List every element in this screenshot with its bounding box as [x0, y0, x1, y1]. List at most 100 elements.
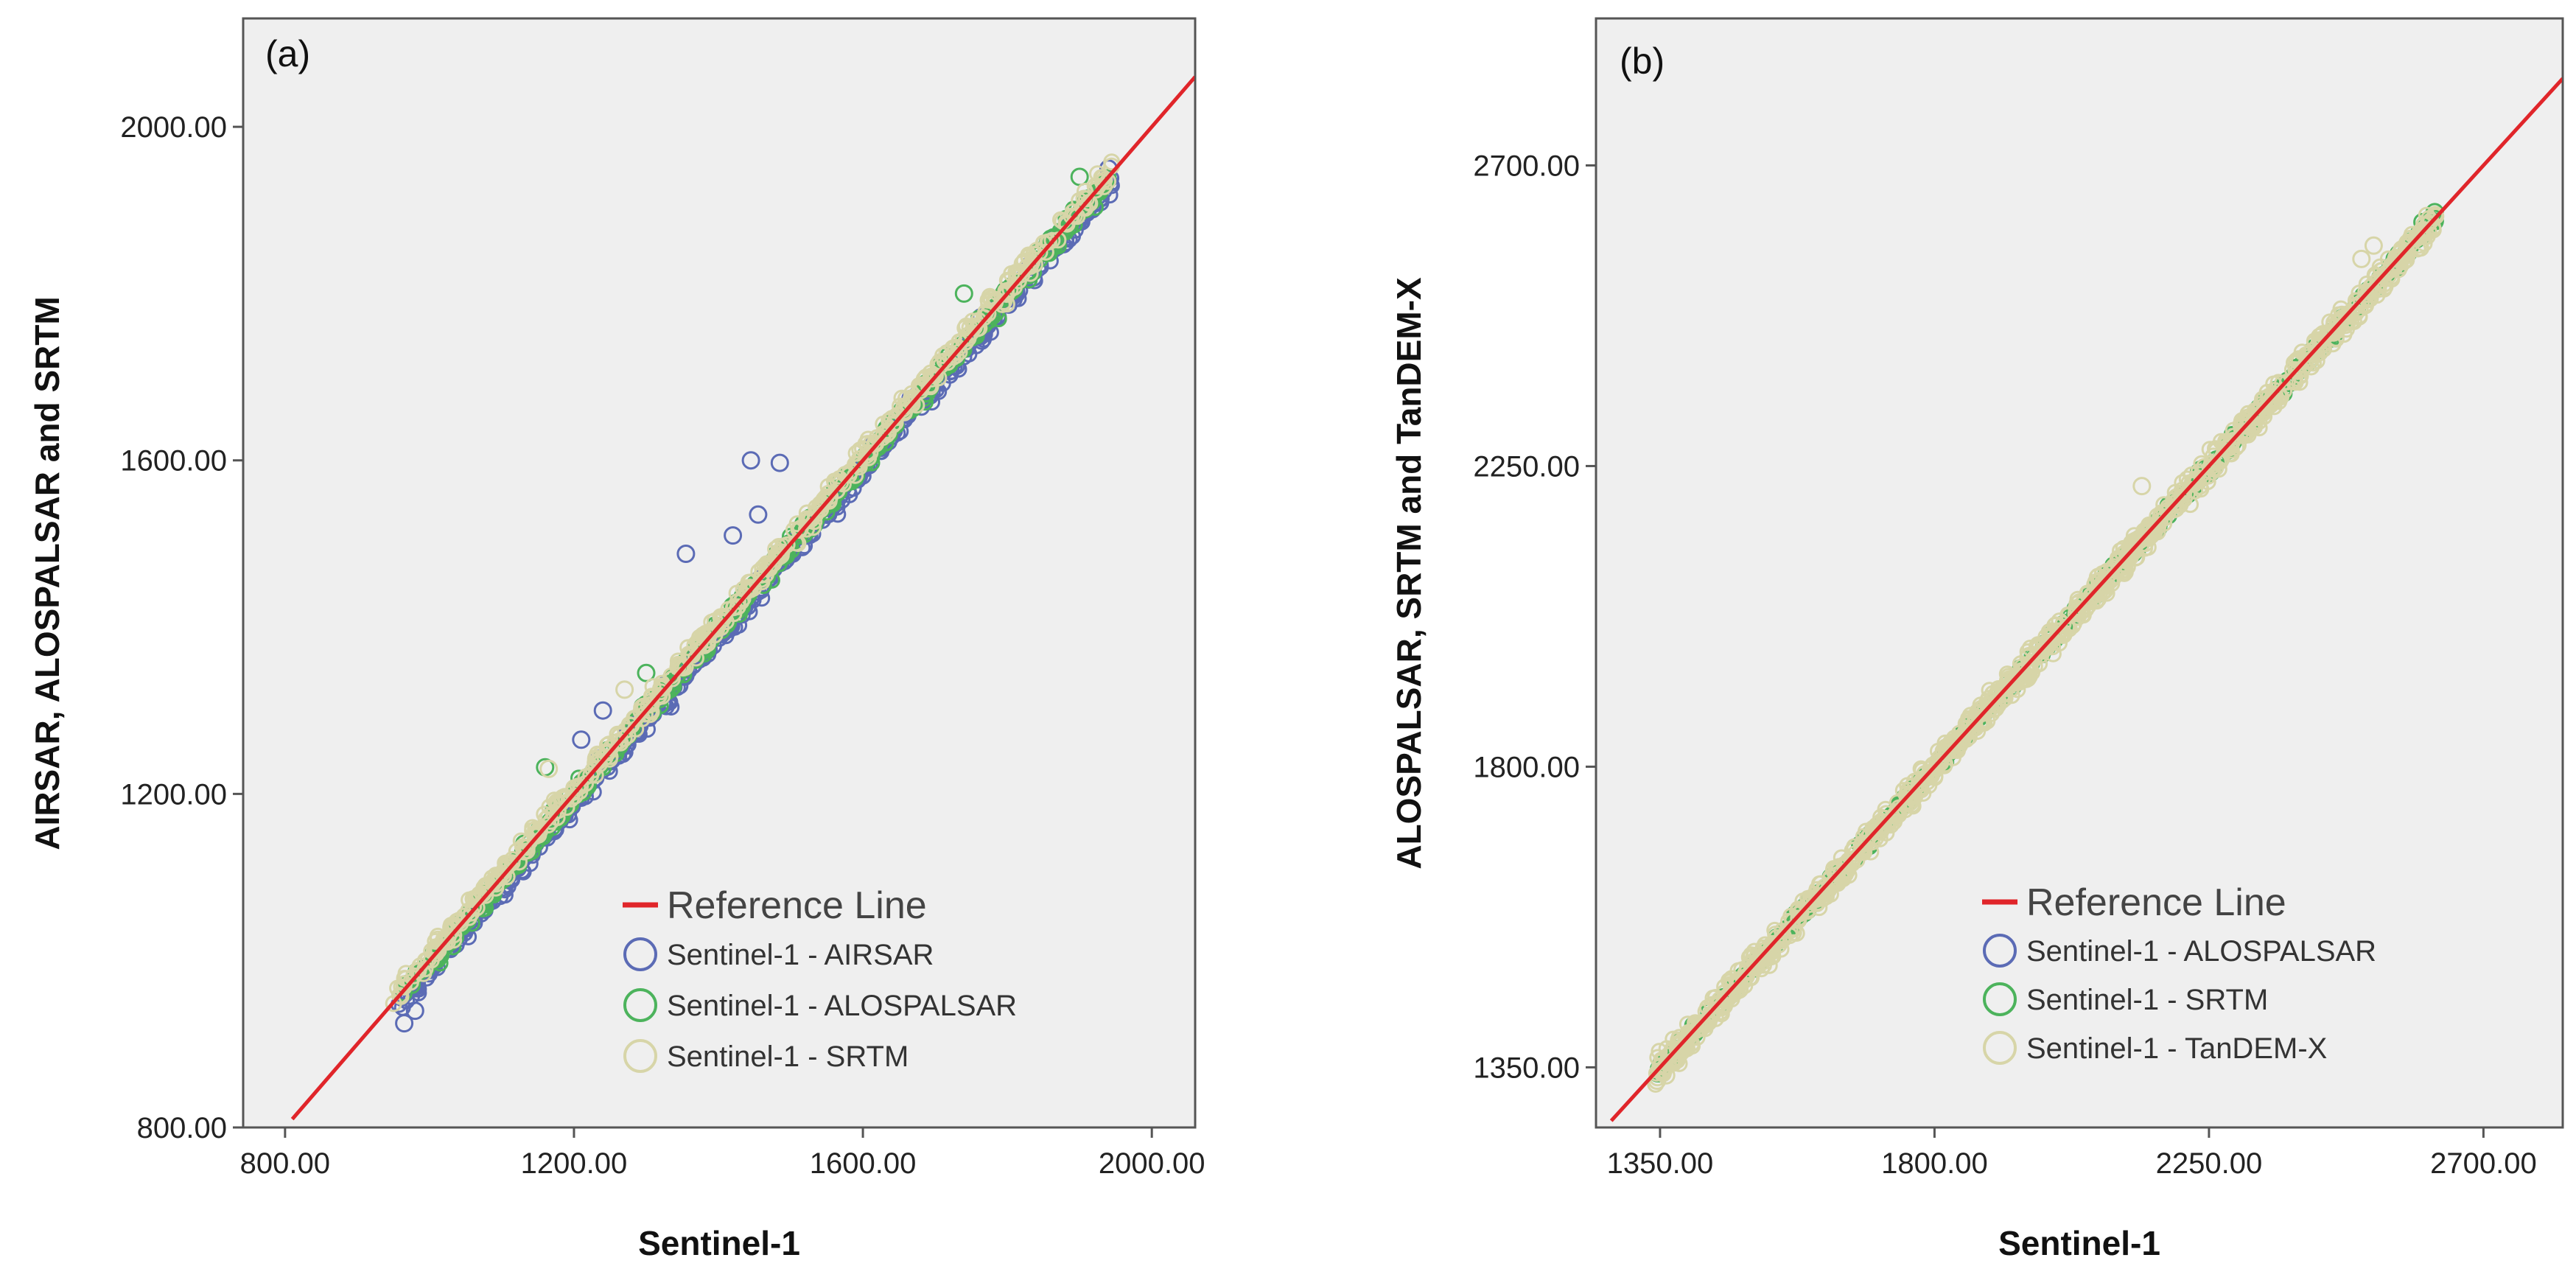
legend-alospalsar-label-b: Sentinel-1 - ALOSPALSAR [2026, 935, 2376, 968]
point-tandemx [1927, 760, 1945, 777]
y-tick-label: 2250.00 [1473, 450, 1580, 483]
point-tandemx [2418, 206, 2435, 224]
point-tandemx [2388, 251, 2406, 268]
point-srtm [392, 987, 410, 1005]
x-tick-label: 1350.00 [1607, 1147, 1714, 1180]
legend-tandemx-label-b: Sentinel-1 - TanDEM-X [2026, 1032, 2327, 1065]
point-tandemx [1719, 989, 1737, 1007]
y-axis-title-b: ALOSPALSAR, SRTM and TanDEM-X [1390, 277, 1428, 870]
point-srtm [841, 463, 859, 480]
point-srtm [696, 637, 713, 654]
x-tick-label: 1200.00 [521, 1147, 628, 1180]
outlier-point-tandemx [2352, 249, 2371, 268]
point-srtm [566, 787, 584, 805]
point-tandemx [1792, 903, 1810, 920]
point-tandemx [2165, 492, 2183, 509]
point-srtm [641, 702, 659, 720]
x-tick-label: 2700.00 [2430, 1147, 2537, 1180]
x-tick-label: 2000.00 [1099, 1147, 1205, 1180]
point-srtm [763, 555, 781, 573]
x-tick-label: 800.00 [240, 1147, 330, 1180]
point-tandemx [1911, 774, 1929, 791]
point-srtm [582, 766, 600, 784]
point-tandemx [2193, 466, 2211, 483]
point-srtm [676, 659, 694, 676]
point-srtm [713, 619, 729, 637]
panel-b: 1350.00 1800.00 2250.00 2700.00 1350.00 1800… [1390, 17, 2564, 1262]
point-tandemx [2319, 324, 2337, 341]
legend-tandemx-marker-b [1983, 1031, 2017, 1065]
outlier-point-airsar [593, 701, 612, 720]
point-tandemx [2239, 410, 2256, 428]
point-srtm [867, 435, 885, 452]
x-tick-label: 1800.00 [1881, 1147, 1988, 1180]
legend-reference-label-a: Reference Line [667, 884, 927, 927]
point-tandemx [2357, 283, 2375, 301]
point-tandemx [2030, 640, 2048, 657]
legend-srtm-label-b: Sentinel-1 - SRTM [2026, 984, 2268, 1016]
point-tandemx [2265, 375, 2283, 393]
legend-srtm-marker-b [1983, 982, 2017, 1016]
reference-line-a [290, 75, 1194, 1121]
point-tandemx [2339, 306, 2356, 324]
legend-alospalsar-marker-b [1983, 934, 2017, 968]
legend-airsar-label-a: Sentinel-1 - AIRSAR [667, 939, 934, 971]
point-srtm [615, 730, 633, 747]
point-srtm [617, 721, 634, 739]
point-srtm [547, 793, 565, 811]
point-srtm [834, 475, 852, 493]
outlier-point-airsar [724, 526, 743, 545]
point-tandemx [1852, 842, 1870, 860]
point-tandemx [1991, 682, 2009, 700]
y-tick-label: 2700.00 [1473, 150, 1580, 182]
point-tandemx [2126, 542, 2143, 560]
point-tandemx [2073, 595, 2090, 613]
y-tick-label: 800.00 [137, 1112, 227, 1144]
point-tandemx [2289, 363, 2307, 380]
point-tandemx [1665, 1030, 1682, 1048]
outlier-point-airsar [741, 451, 760, 470]
point-tandemx [2043, 633, 2060, 650]
point-tandemx [2308, 339, 2325, 356]
point-srtm [903, 396, 921, 413]
y-tick-label: 2000.00 [120, 111, 227, 144]
outlier-point-alospalsar [637, 663, 656, 682]
y-ticks-a: 800.00 1200.00 1600.00 2000.00 [120, 111, 243, 1144]
point-tandemx [1921, 760, 1939, 777]
point-srtm [569, 777, 587, 795]
point-srtm [982, 290, 1000, 307]
point-tandemx [1947, 732, 1964, 750]
point-srtm [642, 693, 659, 710]
point-tandemx [2060, 606, 2078, 624]
point-srtm [405, 967, 423, 985]
point-srtm [1089, 165, 1107, 183]
x-tick-label: 1600.00 [810, 1147, 917, 1180]
point-srtm [753, 566, 771, 584]
point-srtm [1077, 190, 1095, 208]
legend-a: Reference Line Sentinel-1 - AIRSAR Senti… [623, 884, 1017, 1073]
point-tandemx [2398, 242, 2415, 259]
point-tandemx [2160, 503, 2177, 520]
y-tick-label: 1600.00 [120, 445, 227, 478]
point-srtm [690, 638, 707, 656]
point-tandemx [2213, 433, 2230, 450]
outlier-point-tandemx [2364, 236, 2383, 255]
x-tick-label: 2250.00 [2156, 1147, 2263, 1180]
point-tandemx [1897, 786, 1915, 803]
point-srtm [951, 343, 968, 361]
panel-label-a: (a) [265, 33, 310, 74]
point-srtm [715, 610, 732, 628]
outlier-point-airsar [395, 1014, 414, 1033]
point-tandemx [2201, 441, 2219, 458]
point-tandemx [1763, 934, 1781, 952]
point-tandemx [2021, 640, 2039, 657]
outlier-point-airsar [749, 505, 768, 524]
outlier-point-tandemx [2132, 477, 2152, 496]
legend-srtm-label-a: Sentinel-1 - SRTM [667, 1041, 909, 1073]
point-tandemx [2411, 223, 2429, 240]
point-tandemx [1685, 1020, 1703, 1038]
panel-a: 800.00 1200.00 1600.00 2000.00 800.00 1200.0… [28, 17, 1205, 1262]
point-tandemx [1752, 951, 1770, 969]
point-tandemx [2348, 298, 2365, 315]
